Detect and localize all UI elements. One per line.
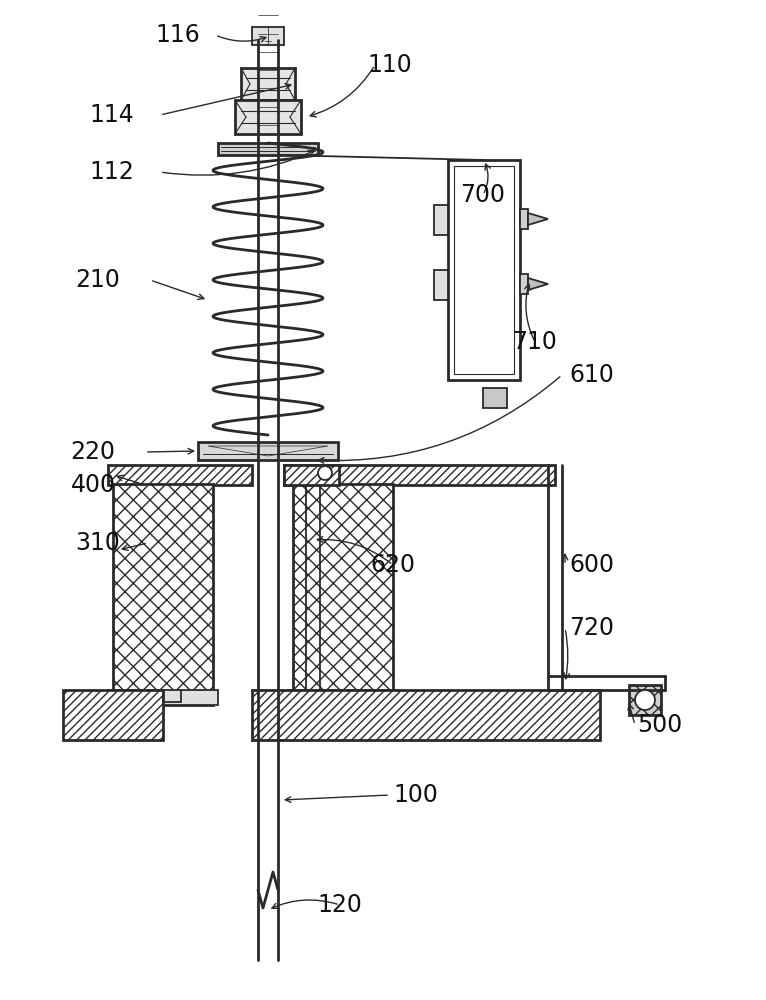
Bar — [284, 465, 555, 485]
Text: 310: 310 — [76, 531, 120, 555]
Text: 114: 114 — [90, 103, 134, 127]
Bar — [241, 68, 295, 100]
Text: 220: 220 — [70, 440, 116, 464]
Bar — [629, 685, 661, 715]
Text: 210: 210 — [76, 268, 120, 292]
Bar — [520, 274, 528, 294]
Bar — [252, 690, 600, 740]
Bar — [218, 143, 318, 155]
Bar — [198, 442, 338, 460]
Bar — [293, 484, 393, 705]
Polygon shape — [528, 213, 548, 225]
Polygon shape — [528, 278, 548, 290]
Circle shape — [635, 690, 655, 710]
Text: 500: 500 — [637, 713, 683, 737]
Bar — [288, 690, 398, 705]
Bar — [520, 209, 528, 229]
Text: 600: 600 — [569, 553, 614, 577]
Text: 620: 620 — [371, 553, 415, 577]
Text: 112: 112 — [90, 160, 134, 184]
Bar — [108, 465, 252, 485]
Text: 710: 710 — [512, 330, 558, 354]
Bar — [63, 690, 163, 740]
Text: 100: 100 — [394, 783, 438, 807]
Bar — [113, 484, 213, 705]
Polygon shape — [483, 388, 507, 408]
Bar — [448, 160, 520, 380]
Bar — [434, 270, 448, 300]
Text: 116: 116 — [155, 23, 201, 47]
Bar — [252, 27, 284, 45]
Bar — [454, 166, 514, 374]
Text: 720: 720 — [569, 616, 614, 640]
Text: 110: 110 — [368, 53, 412, 77]
Circle shape — [318, 466, 332, 480]
Text: 610: 610 — [570, 363, 614, 387]
Text: 120: 120 — [318, 893, 362, 917]
Bar — [235, 100, 301, 134]
Bar — [434, 205, 448, 235]
Bar — [108, 690, 218, 705]
Text: 400: 400 — [70, 473, 116, 497]
Bar — [284, 465, 339, 485]
Text: 700: 700 — [460, 183, 506, 207]
